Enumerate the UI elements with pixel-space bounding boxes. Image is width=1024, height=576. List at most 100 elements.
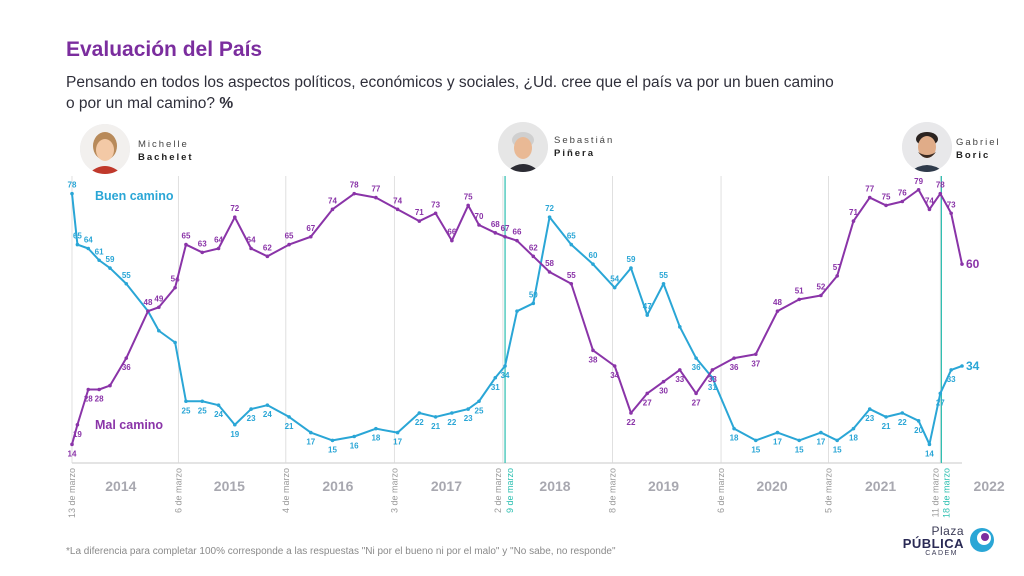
mal-camino-point	[173, 285, 177, 290]
buen-camino-data-label: 64	[84, 236, 93, 245]
series-lines	[70, 187, 964, 447]
boric-last-name: Boric	[956, 150, 991, 161]
mal-camino-point	[352, 191, 356, 196]
mal-camino-data-label: 48	[773, 298, 782, 307]
buen-camino-data-label: 22	[898, 418, 907, 427]
mal-camino-point	[70, 442, 74, 447]
buen-camino-point	[515, 309, 519, 313]
mal-camino-point	[265, 254, 270, 259]
buen-camino-point	[450, 411, 454, 415]
mal-camino-data-label: 60	[966, 257, 980, 271]
boric-avatar	[902, 122, 952, 172]
mal-camino-point	[450, 238, 454, 243]
buen-camino-data-label: 15	[751, 445, 760, 454]
mal-camino-point	[433, 211, 438, 216]
mal-camino-point	[124, 356, 129, 360]
buen-camino-point	[374, 426, 378, 431]
chart-title: Evaluación del País	[66, 38, 263, 61]
buen-camino-data-label: 15	[328, 445, 337, 454]
mal-camino-point	[851, 219, 856, 223]
mal-camino-point	[867, 195, 872, 200]
year-label: 2018	[539, 478, 570, 494]
mal-camino-point	[146, 309, 150, 313]
buen-camino-point	[493, 375, 498, 380]
mal-camino-point	[927, 207, 932, 212]
mal-camino-point	[938, 191, 943, 196]
buen-camino-point	[395, 430, 400, 435]
mal-camino-point	[797, 297, 801, 302]
mal-camino-data-label: 77	[865, 185, 874, 194]
mal-camino-data-label: 78	[936, 181, 945, 190]
mal-camino-data-label: 51	[795, 286, 804, 295]
mal-camino-data-label: 27	[643, 398, 652, 407]
mal-camino-data-label: 67	[501, 224, 510, 233]
mal-camino-data-label: 74	[925, 196, 934, 205]
mal-camino-point	[233, 215, 237, 219]
plaza-publica-logo: Plaza PÚBLICA CADEM	[903, 524, 1004, 564]
buen-camino-data-label: 17	[816, 438, 825, 447]
buen-camino-data-label: 25	[182, 406, 191, 415]
buen-camino-data-label: 54	[610, 275, 619, 284]
date-marker-label: 9 de marzo	[505, 468, 515, 513]
buen-camino-point	[547, 215, 552, 219]
buen-camino-point	[927, 442, 932, 447]
mal-camino-point	[591, 348, 595, 353]
buen-camino-point	[938, 391, 943, 396]
mal-camino-point	[694, 391, 698, 396]
buen-camino-point	[949, 368, 953, 372]
buen-camino-data-label: 16	[350, 442, 359, 451]
buen-camino-data-label: 23	[865, 414, 874, 423]
year-labels: 2014 2015 2016 2017 2018 2019 2020 2021 2022	[105, 478, 1005, 494]
mal-camino-data-label: 58	[545, 259, 554, 268]
year-label: 2021	[865, 478, 896, 494]
footnote: *La diferencia para completar 100% corre…	[66, 546, 616, 557]
pinera-avatar	[498, 122, 548, 172]
buen-camino-data-label: 20	[914, 426, 923, 435]
buen-camino-point	[466, 407, 470, 411]
mal-camino-point	[249, 246, 253, 251]
buen-camino-data-label: 22	[415, 418, 424, 427]
buen-camino-point	[835, 438, 839, 443]
mal-camino-point	[86, 387, 91, 392]
bachelet-last-name: Bachelet	[138, 152, 194, 163]
buen-camino-data-label: 25	[198, 406, 207, 415]
buen-camino-point	[884, 415, 888, 419]
mal-camino-data-label: 76	[898, 189, 907, 198]
buen-camino-data-label: 65	[73, 232, 82, 241]
mal-camino-point	[732, 356, 736, 360]
mal-camino-point	[949, 211, 953, 216]
date-marker-label: 13 de marzo	[67, 468, 77, 518]
mal-camino-point	[775, 309, 780, 313]
date-marker-label: 5 de marzo	[824, 468, 834, 513]
mal-camino-data-label: 79	[914, 177, 923, 186]
chart-subtitle: Pensando en todos los aspectos políticos…	[66, 72, 846, 114]
buen-camino-data-label: 25	[475, 406, 484, 415]
pinera-last-name: Piñera	[554, 148, 596, 159]
buen-camino-data-label: 59	[106, 255, 115, 264]
mal-camino-data-label: 66	[447, 228, 456, 237]
buen-camino-point	[477, 399, 481, 404]
mal-camino-data-label: 36	[122, 363, 131, 372]
mal-camino-point	[678, 368, 682, 372]
mal-camino-point	[629, 411, 633, 415]
date-marker-label: 2 de marzo	[493, 468, 503, 513]
mal-camino-point	[374, 195, 378, 200]
subtitle-unit: %	[219, 95, 234, 112]
mal-camino-point	[417, 219, 422, 223]
buen-camino-point	[157, 328, 161, 333]
buen-camino-data-label: 18	[849, 434, 858, 443]
buen-camino-point	[960, 364, 964, 368]
buen-camino-point	[694, 356, 698, 360]
mal-camino-data-label: 33	[675, 375, 684, 384]
mal-camino-point	[75, 422, 80, 427]
mal-camino-point	[395, 207, 400, 212]
logo-mark-icon	[970, 528, 994, 552]
buen-camino-point	[661, 281, 666, 286]
buen-camino-data-label: 55	[659, 271, 668, 280]
mal-camino-data-label: 63	[198, 239, 207, 248]
mal-camino-point	[330, 207, 335, 212]
mal-camino-point	[157, 305, 161, 310]
buen-camino-point	[233, 422, 237, 427]
buen-camino-data-label: 21	[882, 422, 891, 431]
